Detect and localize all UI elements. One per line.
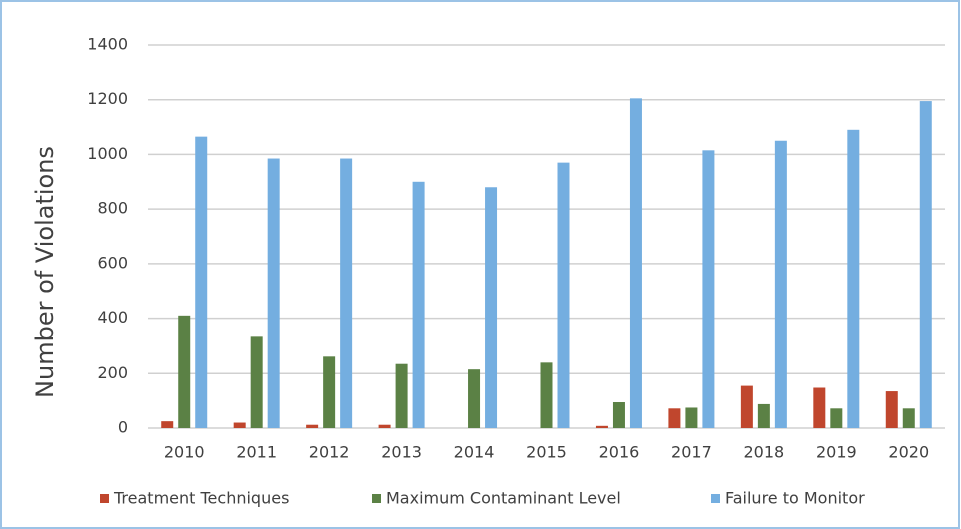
legend-swatch [711,494,720,503]
x-tick-label: 2019 [816,443,857,462]
x-tick-label: 2016 [599,443,640,462]
x-tick-label: 2017 [671,443,712,462]
legend-label: Failure to Monitor [725,489,865,508]
bar [830,408,843,428]
x-tick-label: 2020 [888,443,929,462]
bar [847,129,860,429]
y-tick-label: 400 [97,308,128,327]
bar [813,387,826,428]
bar [340,158,353,428]
bar [685,407,698,428]
y-tick-label: 1000 [87,144,128,163]
bar [740,385,753,428]
bar [612,402,625,428]
x-tick-label: 2013 [381,443,422,462]
legend-swatch [100,494,109,503]
y-tick-label: 200 [97,363,128,382]
bar [885,391,898,428]
bar [919,101,932,428]
bar [306,424,319,428]
legend-label: Treatment Techniques [113,489,289,508]
bar [161,421,174,428]
bar [557,162,570,428]
x-tick-label: 2015 [526,443,567,462]
legend-swatch [372,494,381,503]
bar [378,424,391,428]
bar [468,369,481,428]
bar [267,158,280,428]
bar [757,403,770,428]
x-tick-label: 2012 [309,443,350,462]
x-tick-label: 2010 [164,443,205,462]
bar [395,363,408,428]
bar [195,136,208,428]
y-tick-label: 1200 [87,89,128,108]
y-tick-label: 800 [97,199,128,218]
bar [178,315,191,428]
y-tick-label: 0 [118,418,128,437]
y-tick-label: 600 [97,253,128,272]
x-tick-label: 2011 [236,443,277,462]
bar [668,408,681,428]
bar [323,356,336,428]
bar [595,425,608,428]
bar [902,408,915,428]
bar [629,98,642,428]
y-tick-label: 1400 [87,35,128,54]
legend-label: Maximum Contaminant Level [386,489,621,508]
x-tick-label: 2018 [744,443,785,462]
bar [233,422,246,428]
x-tick-label: 2014 [454,443,495,462]
bar [412,181,425,428]
bar [702,150,715,428]
bar [540,362,553,428]
bar [250,336,263,428]
y-axis-label: Number of Violations [31,146,59,398]
bar [485,187,498,428]
bar [774,140,787,428]
